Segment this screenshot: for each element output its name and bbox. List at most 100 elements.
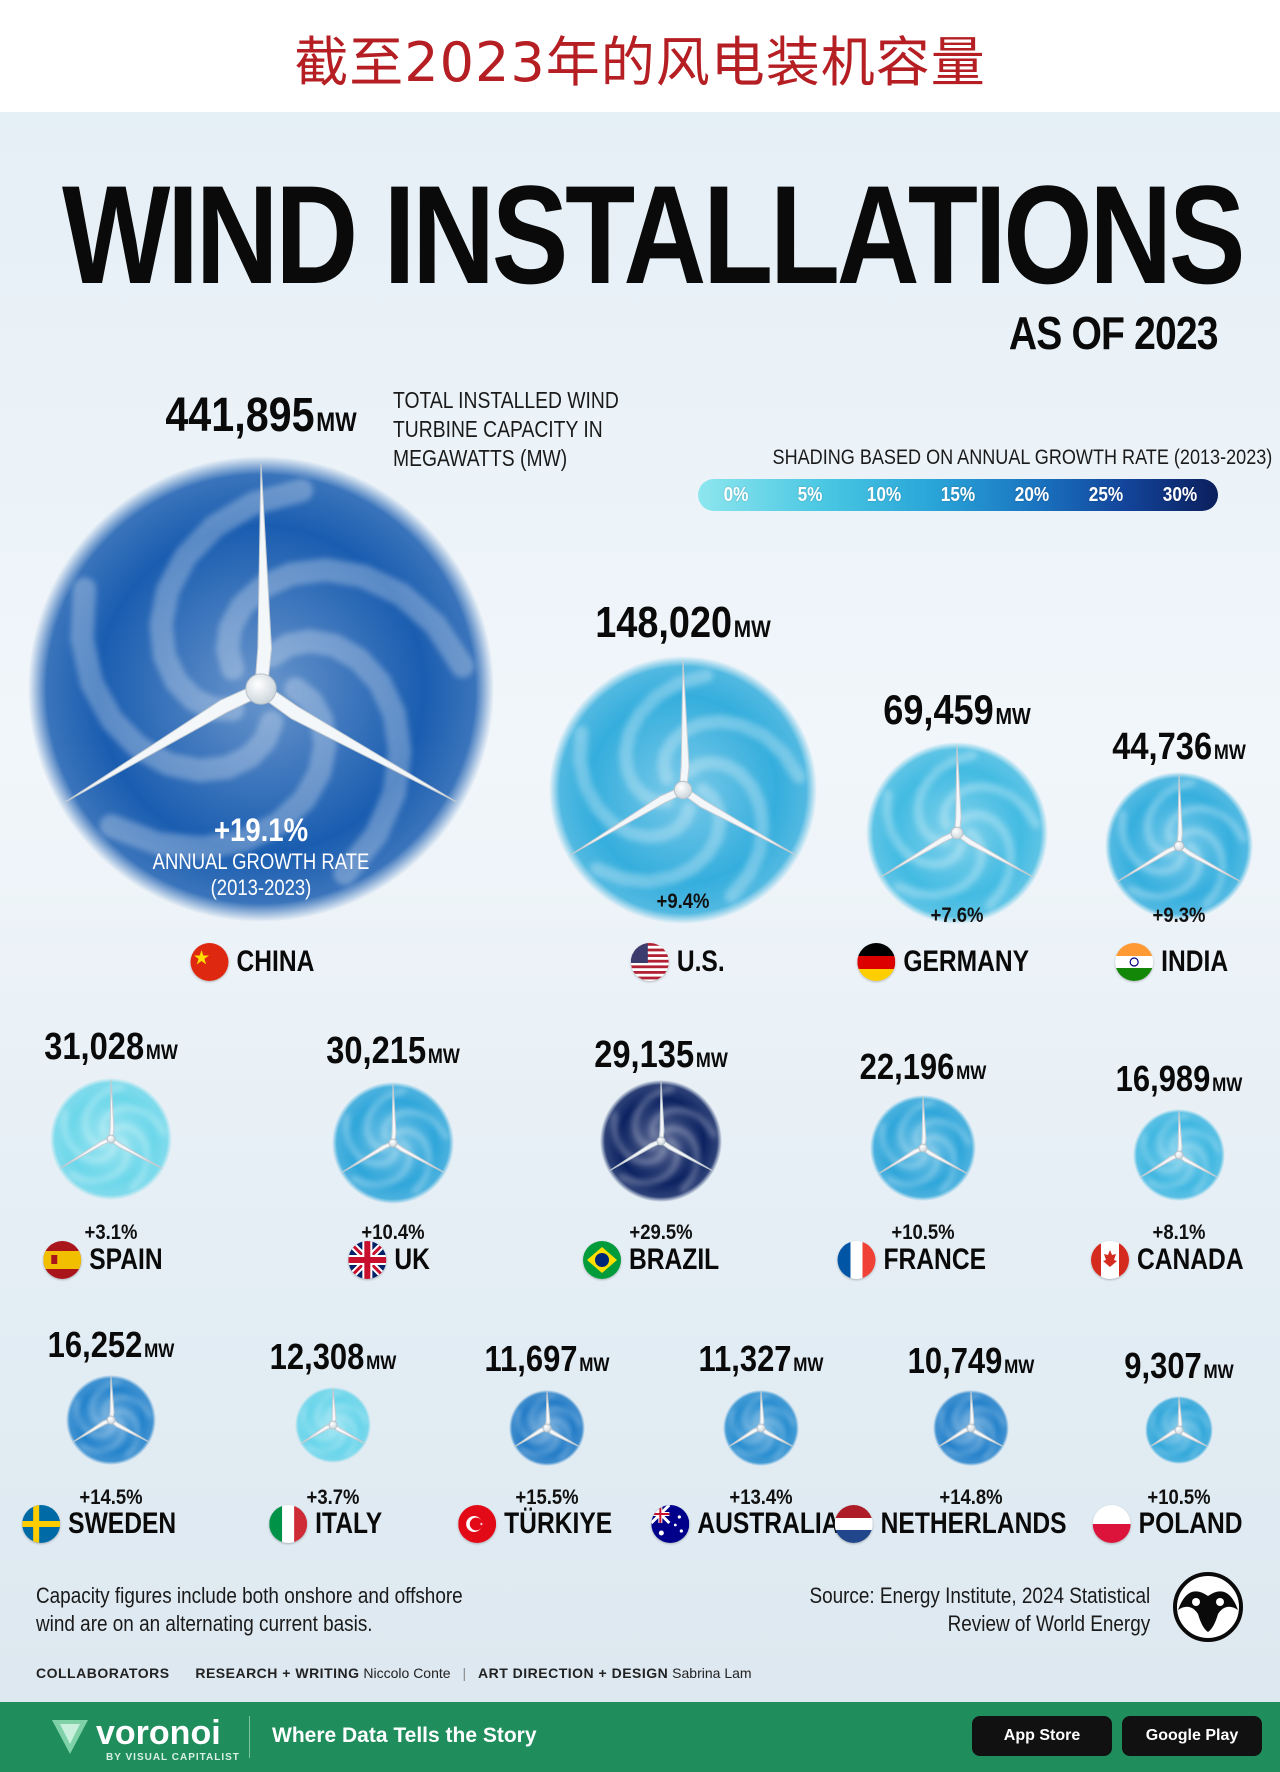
growth-rate: +3.1% bbox=[84, 1221, 138, 1244]
capacity-number: 30,215 bbox=[326, 1030, 427, 1072]
growth-rate: +14.8% bbox=[939, 1486, 1003, 1509]
capacity-unit: MW bbox=[793, 1354, 824, 1376]
country-name: TÜRKIYE bbox=[504, 1507, 613, 1540]
legend-tick: 15% bbox=[940, 483, 976, 506]
research-name: Niccolo Conte bbox=[363, 1665, 451, 1681]
flag-france-icon bbox=[837, 1241, 876, 1279]
growth-rate: +10.5% bbox=[1147, 1486, 1211, 1509]
capacity-number: 148,020 bbox=[595, 598, 733, 647]
country-label: U.S. bbox=[630, 942, 735, 982]
capacity-note: Capacity figures include both onshore an… bbox=[36, 1582, 463, 1638]
capacity-unit: MW bbox=[995, 703, 1031, 729]
growth-rate: +8.1% bbox=[1152, 1221, 1206, 1244]
capacity-value: 69,459MW bbox=[785, 686, 1129, 734]
visual-capitalist-logo-icon bbox=[1173, 1572, 1243, 1642]
capacity-value: 44,736MW bbox=[1007, 726, 1280, 769]
growth-rate: +10.4% bbox=[361, 1221, 425, 1244]
country-name: ITALY bbox=[315, 1507, 383, 1540]
description-line: MEGAWATTS (MW) bbox=[393, 445, 568, 471]
chinese-title: 截至2023年的风电装机容量 bbox=[294, 31, 986, 94]
legend-tick: 30% bbox=[1162, 483, 1198, 506]
voronoi-brand[interactable]: voronoi bbox=[96, 1714, 221, 1752]
flag-netherlands-icon bbox=[834, 1505, 873, 1543]
flag-uk-icon bbox=[348, 1241, 387, 1279]
flag-china-icon bbox=[190, 943, 229, 981]
legend-tick: 10% bbox=[866, 483, 902, 506]
country-name: INDIA bbox=[1161, 945, 1229, 978]
capacity-value: 11,327MW bbox=[589, 1338, 933, 1380]
country-label: FRANCE bbox=[837, 1240, 1009, 1280]
capacity-number: 11,327 bbox=[698, 1338, 792, 1379]
capacity-number: 9,307 bbox=[1124, 1345, 1202, 1386]
country-name: FRANCE bbox=[883, 1243, 987, 1276]
capacity-value: 9,307MW bbox=[1007, 1345, 1280, 1387]
capacity-value: 16,989MW bbox=[1007, 1058, 1280, 1100]
growth-rate: +15.5% bbox=[515, 1486, 579, 1509]
growth-rate: +7.6% bbox=[930, 904, 984, 927]
capacity-number: 441,895 bbox=[165, 389, 315, 442]
voronoi-logo-icon bbox=[52, 1720, 88, 1754]
growth-rate: +29.5% bbox=[629, 1221, 693, 1244]
capacity-number: 16,989 bbox=[1115, 1058, 1211, 1099]
capacity-unit: MW bbox=[1212, 1074, 1243, 1096]
flag-usa-icon bbox=[630, 943, 669, 981]
footer-bar: voronoi BY VISUAL CAPITALIST Where Data … bbox=[0, 1702, 1280, 1772]
country-name: POLAND bbox=[1138, 1507, 1243, 1540]
country-name: CANADA bbox=[1137, 1243, 1244, 1276]
footer-tagline: Where Data Tells the Story bbox=[272, 1724, 537, 1747]
capacity-unit: MW bbox=[1203, 1361, 1234, 1383]
country-name: UK bbox=[394, 1243, 430, 1276]
flag-india-icon bbox=[1115, 943, 1154, 981]
china-growth-value: +19.1% bbox=[213, 812, 309, 848]
capacity-number: 29,135 bbox=[594, 1034, 695, 1076]
credits: COLLABORATORS RESEARCH + WRITING Niccolo… bbox=[36, 1665, 752, 1681]
capacity-value: 148,020MW bbox=[511, 598, 855, 648]
collaborators-label: COLLABORATORS bbox=[36, 1665, 170, 1681]
growth-rate: +14.5% bbox=[79, 1486, 143, 1509]
source-line: Source: Energy Institute, 2024 Statistic… bbox=[809, 1583, 1150, 1608]
description-line: TOTAL INSTALLED WIND bbox=[393, 387, 619, 413]
design-name: Sabrina Lam bbox=[672, 1665, 752, 1681]
description-line: TURBINE CAPACITY IN bbox=[393, 416, 603, 442]
capacity-unit: MW bbox=[579, 1354, 610, 1376]
country-name: AUSTRALIA bbox=[697, 1507, 840, 1540]
growth-rate: +9.3% bbox=[1152, 904, 1206, 927]
capacity-unit: MW bbox=[1004, 1356, 1035, 1378]
country-label: CHINA bbox=[190, 942, 332, 982]
country-name: SPAIN bbox=[89, 1243, 163, 1276]
app-store-button[interactable]: App Store bbox=[972, 1716, 1112, 1756]
legend-tick: 0% bbox=[723, 483, 749, 506]
growth-rate: +10.5% bbox=[891, 1221, 955, 1244]
capacity-unit: MW bbox=[316, 407, 357, 437]
country-label: CANADA bbox=[1091, 1240, 1267, 1280]
growth-rate-period: (2013-2023) bbox=[210, 875, 312, 900]
flag-poland-icon bbox=[1092, 1505, 1131, 1543]
voronoi-brand-sub: BY VISUAL CAPITALIST bbox=[106, 1752, 240, 1763]
capacity-unit: MW bbox=[695, 1049, 728, 1072]
country-name: CHINA bbox=[236, 945, 315, 978]
capacity-number: 44,736 bbox=[1112, 726, 1213, 768]
capacity-number: 10,749 bbox=[907, 1340, 1003, 1381]
capacity-value: 11,697MW bbox=[375, 1338, 719, 1380]
capacity-value: 22,196MW bbox=[751, 1046, 1095, 1088]
capacity-unit: MW bbox=[733, 616, 771, 643]
flag-spain-icon bbox=[43, 1241, 82, 1279]
country-label: UK bbox=[348, 1240, 437, 1280]
capacity-value: 30,215MW bbox=[221, 1030, 565, 1073]
growth-rate: +3.7% bbox=[306, 1486, 360, 1509]
capacity-value: 16,252MW bbox=[0, 1324, 283, 1366]
capacity-unit: MW bbox=[145, 1041, 178, 1064]
note-line: Capacity figures include both onshore an… bbox=[36, 1583, 463, 1608]
capacity-unit: MW bbox=[427, 1045, 460, 1068]
sub-title: AS OF 2023 bbox=[1009, 307, 1219, 359]
legend-tick: 20% bbox=[1014, 483, 1050, 506]
country-label: INDIA bbox=[1115, 942, 1243, 982]
country-label: NETHERLANDS bbox=[834, 1504, 1108, 1544]
china-growth-annotation: +19.1% ANNUAL GROWTH RATE (2013-2023) bbox=[132, 812, 390, 901]
capacity-number: 22,196 bbox=[859, 1046, 955, 1087]
flag-australia-icon bbox=[651, 1505, 690, 1543]
capacity-unit: MW bbox=[956, 1062, 987, 1084]
flag-italy-icon bbox=[269, 1505, 308, 1543]
google-play-button[interactable]: Google Play bbox=[1122, 1716, 1262, 1756]
capacity-unit: MW bbox=[1213, 741, 1246, 764]
